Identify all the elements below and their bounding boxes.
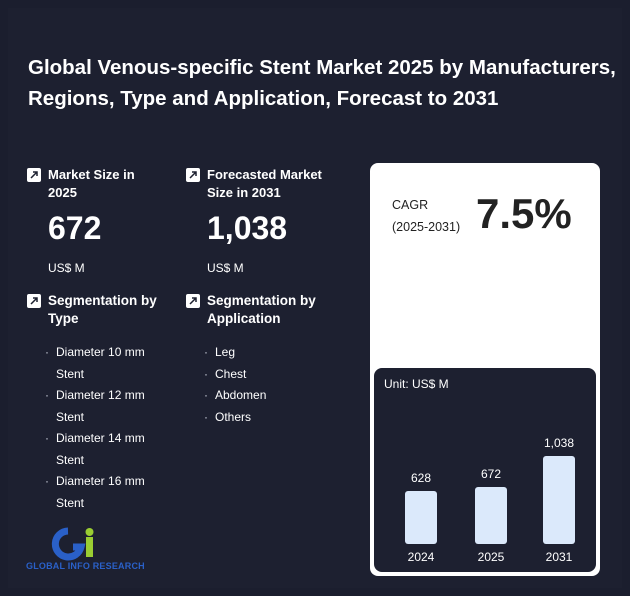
segmentation-type-block: Segmentation by Type Diameter 10 mm Sten… [27, 292, 177, 514]
list-item: Diameter 14 mm Stent [45, 428, 160, 471]
segmentation-application-list: Leg Chest Abdomen Others [204, 342, 336, 428]
market-size-value: 672 [48, 210, 102, 246]
market-size-block: Market Size in 2025 672 US$ M [27, 166, 167, 275]
list-item: Leg [204, 342, 336, 364]
bar-2031 [543, 456, 575, 544]
list-item: Chest [204, 364, 336, 386]
market-bar-chart: Unit: US$ M 628 2024 672 2025 1,038 2031 [374, 368, 596, 572]
page-title: Global Venous-specific Stent Market 2025… [28, 56, 616, 110]
company-logo [26, 527, 116, 566]
arrow-up-right-icon [27, 294, 41, 308]
x-tick-label: 2025 [477, 550, 505, 564]
logo-text: GLOBAL INFO RESEARCH [26, 561, 145, 571]
forecast-size-value: 1,038 [207, 210, 288, 246]
cagr-value: 7.5% [476, 190, 572, 237]
segmentation-application-label: Segmentation by Application [207, 293, 316, 326]
list-item: Diameter 16 mm Stent [45, 471, 160, 514]
list-item: Others [204, 407, 336, 429]
bar-2024 [405, 491, 437, 544]
list-item: Diameter 12 mm Stent [45, 385, 160, 428]
cagr-label-line2: (2025-2031) [392, 220, 461, 234]
arrow-up-right-icon [186, 294, 200, 308]
cagr-label: CAGR (2025-2031) [392, 194, 460, 238]
chart-unit-label: Unit: US$ M [384, 377, 449, 391]
segmentation-type-label: Segmentation by Type [48, 293, 157, 326]
market-size-label: Market Size in 2025 [48, 167, 135, 200]
list-item: Abdomen [204, 385, 336, 407]
segmentation-application-block: Segmentation by Application Leg Chest Ab… [186, 292, 336, 428]
cagr-label-line1: CAGR [392, 198, 429, 212]
forecast-size-block: Forecasted Market Size in 2031 1,038 US$… [186, 166, 346, 275]
bar-value-label: 628 [410, 471, 432, 485]
forecast-size-unit: US$ M [207, 261, 244, 275]
list-item: Diameter 10 mm Stent [45, 342, 160, 385]
cagr-card: CAGR (2025-2031) 7.5% Unit: US$ M 628 202… [370, 163, 600, 576]
arrow-up-right-icon [27, 168, 41, 182]
forecast-size-label: Forecasted Market Size in 2031 [207, 167, 322, 200]
bar-2025 [475, 487, 507, 544]
segmentation-type-list: Diameter 10 mm Stent Diameter 12 mm Sten… [45, 342, 177, 514]
bar-value-label: 1,038 [543, 436, 575, 450]
arrow-up-right-icon [186, 168, 200, 182]
x-tick-label: 2024 [407, 550, 435, 564]
market-size-unit: US$ M [48, 261, 85, 275]
x-tick-label: 2031 [545, 550, 573, 564]
bar-value-label: 672 [480, 467, 502, 481]
